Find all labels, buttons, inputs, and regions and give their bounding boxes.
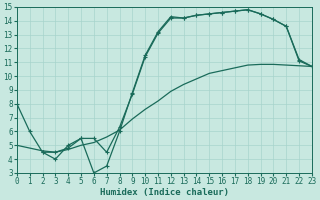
X-axis label: Humidex (Indice chaleur): Humidex (Indice chaleur): [100, 188, 229, 197]
